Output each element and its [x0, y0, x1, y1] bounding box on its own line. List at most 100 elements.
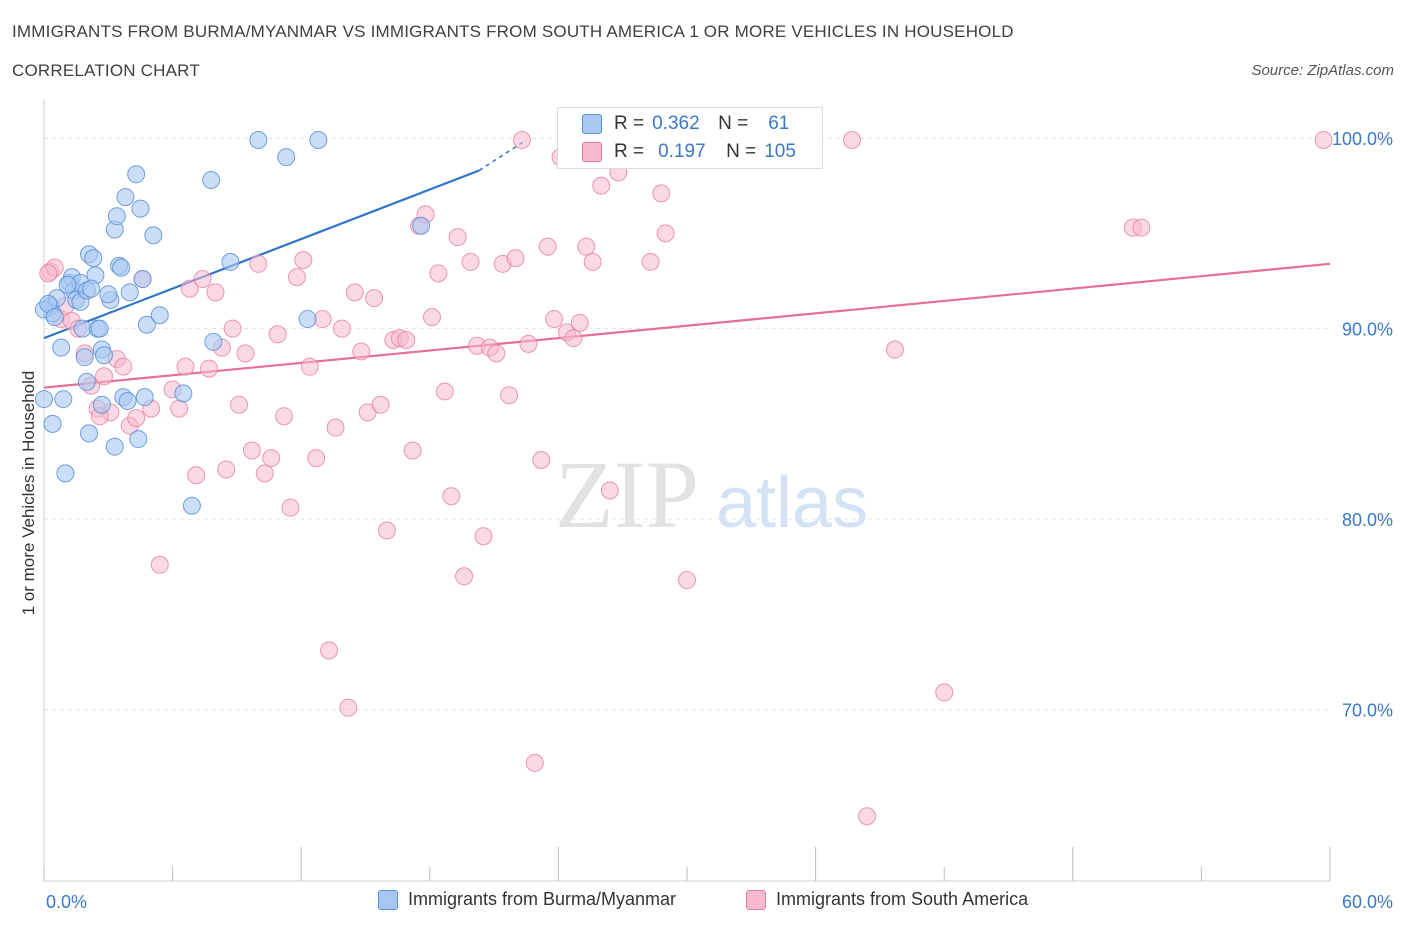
point-south-america — [487, 344, 506, 363]
point-burma — [92, 395, 111, 414]
point-south-america — [474, 527, 493, 546]
point-south-america — [365, 289, 384, 308]
point-south-america — [500, 386, 519, 405]
point-burma — [298, 310, 317, 329]
point-south-america — [583, 252, 602, 271]
point-south-america — [320, 641, 339, 660]
point-south-america — [206, 283, 225, 302]
point-south-america — [223, 319, 242, 338]
point-south-america — [532, 451, 551, 470]
point-burma — [182, 496, 201, 515]
point-burma — [82, 279, 101, 298]
point-south-america — [858, 807, 877, 826]
point-burma — [249, 131, 268, 150]
point-south-america — [114, 357, 133, 376]
point-south-america — [455, 567, 474, 586]
point-burma — [107, 207, 126, 226]
point-south-america — [448, 228, 467, 247]
point-south-america — [236, 344, 255, 363]
point-south-america — [255, 464, 274, 483]
point-south-america — [600, 481, 619, 500]
stats-n-value: 61 — [768, 113, 790, 134]
x-tick-label-max: 60.0% — [1342, 892, 1393, 912]
point-burma — [129, 430, 148, 449]
point-burma — [56, 464, 75, 483]
point-burma — [52, 338, 71, 357]
point-south-america — [371, 395, 390, 414]
point-burma — [133, 270, 152, 289]
point-south-america — [525, 753, 544, 772]
point-south-america — [150, 555, 169, 574]
point-south-america — [678, 571, 696, 590]
point-south-america — [1314, 131, 1333, 150]
legend-label-south-america: Immigrants from South America — [776, 889, 1029, 909]
point-south-america — [249, 254, 268, 273]
point-south-america — [287, 268, 306, 287]
point-south-america — [545, 310, 564, 329]
point-burma — [277, 148, 296, 167]
point-burma — [118, 391, 137, 410]
point-burma — [202, 171, 221, 190]
point-south-america — [429, 264, 448, 283]
source-label: Source: ZipAtlas.com — [1251, 62, 1394, 79]
stats-n-label: N = — [718, 113, 749, 134]
point-south-america — [538, 237, 557, 256]
point-south-america — [442, 487, 461, 506]
point-south-america — [275, 407, 294, 426]
point-south-america — [326, 418, 345, 437]
point-burma — [99, 285, 118, 304]
point-south-america — [180, 279, 199, 298]
stats-n-label: N = — [726, 141, 757, 162]
stats-swatch-pink — [582, 142, 602, 162]
legend-item-burma: Immigrants from Burma/Myanmar — [378, 889, 676, 910]
point-burma — [412, 216, 431, 235]
point-burma — [90, 319, 109, 338]
trendline-south-america — [43, 262, 1331, 389]
stats-r-value: 0.362 — [652, 113, 700, 134]
point-south-america — [262, 449, 281, 468]
point-south-america — [332, 319, 351, 338]
point-south-america — [461, 252, 480, 271]
trendline-burma — [43, 169, 480, 340]
bottom-legend: Immigrants from Burma/Myanmar Immigrants… — [0, 889, 1406, 915]
point-south-america — [217, 460, 236, 479]
y-tick-label: 70.0% — [1342, 701, 1393, 721]
point-south-america — [300, 357, 319, 376]
y-tick-label: 80.0% — [1342, 510, 1393, 530]
legend-label-burma: Immigrants from Burma/Myanmar — [408, 889, 677, 909]
point-south-america — [577, 237, 596, 256]
point-burma — [116, 188, 135, 207]
point-burma — [112, 258, 131, 277]
point-burma — [95, 346, 114, 365]
stats-row-south-america: R = 0.197 N = 105 — [582, 139, 796, 165]
point-south-america — [570, 313, 589, 332]
point-south-america — [193, 270, 212, 289]
point-south-america — [397, 331, 416, 350]
legend-swatch-blue — [378, 889, 398, 910]
point-burma — [137, 315, 156, 334]
watermark-atlas: atlas — [716, 463, 868, 543]
point-burma — [73, 319, 92, 338]
point-south-america — [281, 498, 300, 517]
point-south-america — [512, 131, 531, 150]
point-south-america — [506, 249, 525, 268]
chart-title: IMMIGRANTS FROM BURMA/MYANMAR VS IMMIGRA… — [12, 22, 1014, 41]
point-south-america — [294, 251, 313, 270]
point-burma — [43, 414, 62, 433]
point-south-america — [656, 224, 675, 243]
point-burma — [105, 437, 124, 456]
stats-n-value: 105 — [764, 141, 796, 162]
point-burma — [131, 199, 150, 218]
point-burma — [35, 390, 53, 409]
point-south-america — [187, 466, 206, 485]
point-south-america — [200, 359, 219, 378]
x-tick-label-min: 0.0% — [46, 892, 87, 912]
point-burma — [221, 252, 240, 271]
point-burma — [77, 372, 96, 391]
point-south-america — [652, 184, 671, 203]
point-south-america — [641, 252, 660, 271]
point-south-america — [307, 449, 326, 468]
point-burma — [174, 384, 193, 403]
point-south-america — [339, 698, 358, 717]
point-south-america — [435, 382, 454, 401]
